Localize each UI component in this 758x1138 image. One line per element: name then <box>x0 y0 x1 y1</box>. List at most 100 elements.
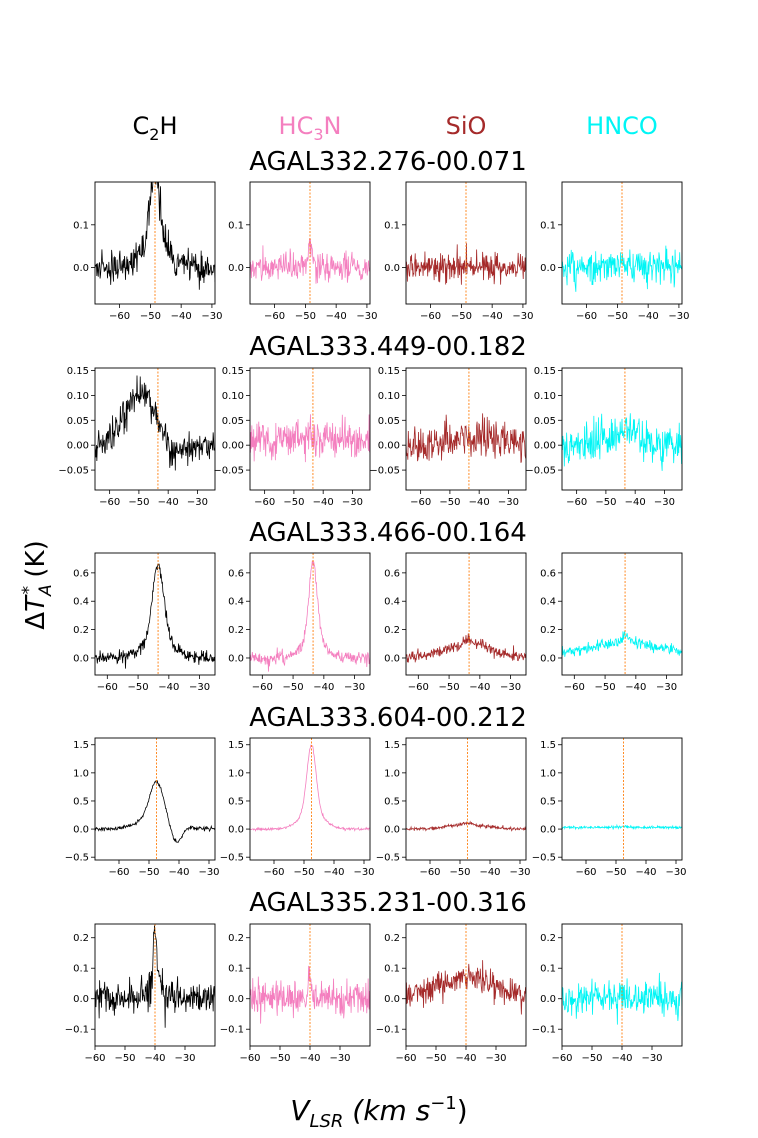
row-agal333.449-00.182: AGAL333.449-00.182 −60 −50 −40 −30 −0.05 0.00 0… <box>58 332 683 508</box>
y-tick-label: 0.1 <box>73 220 89 231</box>
x-tick-label: −30 <box>353 867 374 878</box>
x-tick-label: −40 <box>625 682 646 693</box>
y-tick-label: 0.0 <box>384 653 400 664</box>
y-tick-label: 1.0 <box>228 768 244 779</box>
spectrum-line-c2h <box>95 375 215 471</box>
x-tick-label: −60 <box>420 311 441 322</box>
x-tick-label: −60 <box>564 682 585 693</box>
x-tick-label: −30 <box>641 1053 662 1064</box>
y-tick-label: −0.1 <box>65 1025 89 1036</box>
y-tick-label: 0.00 <box>378 441 400 452</box>
x-tick-label: −30 <box>656 682 677 693</box>
y-tick-label: 0.00 <box>222 441 244 452</box>
row-agal332.276-00.071: AGAL332.276-00.071−60 −50 −40 −300.00.1−60−… <box>73 147 689 322</box>
spectrum-line-hnco <box>562 823 682 831</box>
x-tick-label: −40 <box>635 867 656 878</box>
y-tick-label: −0.05 <box>58 466 89 477</box>
x-tick-label: −40 <box>144 1053 165 1064</box>
y-tick-label: 0.05 <box>222 416 244 427</box>
y-tick-label: 0.5 <box>384 796 400 807</box>
panel-frame <box>94 737 216 861</box>
y-tick-label: 0.6 <box>540 568 556 579</box>
x-tick-label: −40 <box>323 867 344 878</box>
source-title: AGAL333.604-00.212 <box>249 703 527 733</box>
spectrum-line-sio <box>406 960 526 1015</box>
y-tick-label: 0.0 <box>540 994 556 1005</box>
x-tick-label: −30 <box>344 682 365 693</box>
x-tick-label: −50 <box>595 497 616 508</box>
y-tick-label: 1.0 <box>73 768 89 779</box>
panel-frame <box>249 737 371 861</box>
spectra-panels: AGAL332.276-00.071−60 −50 −40 −300.00.1−60−… <box>58 147 689 1064</box>
panel-c2h: −60 −50 −40 −30 0.0 0.2 0.4 0.6 <box>73 552 216 693</box>
y-tick-label: 0.0 <box>228 825 244 836</box>
y-axis-label: ΔTA* (K) <box>19 540 56 629</box>
y-tick-label: 0.4 <box>384 597 400 608</box>
x-tick-label: −50 <box>439 497 460 508</box>
spectrum-line-hnco <box>562 630 682 657</box>
x-tick-label: −30 <box>174 1053 195 1064</box>
y-tick-label: 1.5 <box>73 740 89 751</box>
spectrum-line-sio <box>406 243 526 285</box>
panel-frame <box>405 552 527 676</box>
spectrum-line-c2h <box>95 780 215 844</box>
x-tick-label: −40 <box>313 497 334 508</box>
row-agal333.604-00.212: AGAL333.604-00.212 −60 −50 −40 −30 −0.5 0.0 0.5… <box>65 703 687 878</box>
y-tick-label: 0.2 <box>384 933 400 944</box>
panel-hc3n: −60 −50 −40 −30 −0.1 0.0 0.1 0.2 <box>220 923 371 1064</box>
x-tick-label: −50 <box>605 867 626 878</box>
y-tick-label: 0.1 <box>384 220 400 231</box>
column-header-sio: SiO <box>446 112 487 140</box>
panel-hnco: −60 −50 −40 −30 −0.5 0.0 0.5 1.0 1.5 <box>532 737 687 878</box>
x-tick-label: −30 <box>485 1053 506 1064</box>
x-tick-label: −40 <box>168 867 189 878</box>
y-tick-label: 0.2 <box>384 625 400 636</box>
y-tick-label: 0.15 <box>534 366 556 377</box>
x-tick-label: −60 <box>99 497 120 508</box>
panel-frame <box>249 181 371 305</box>
panel-hnco: −60 −50 −40 −30 −0.1 0.0 0.1 0.2 <box>532 923 683 1064</box>
y-tick-label: 0.1 <box>228 964 244 975</box>
x-tick-label: −30 <box>198 867 219 878</box>
x-tick-label: −50 <box>138 867 159 878</box>
x-tick-label: −40 <box>326 311 347 322</box>
x-tick-label: −60 <box>263 867 284 878</box>
x-tick-label: −50 <box>451 311 472 322</box>
spectrum-line-sio <box>406 633 526 663</box>
y-tick-label: 1.5 <box>228 740 244 751</box>
y-tick-label: 0.5 <box>540 796 556 807</box>
y-tick-label: 0.1 <box>73 964 89 975</box>
panel-hc3n: −60 −50 −40 −30 0.0 0.1 <box>228 181 377 322</box>
panel-hnco: −60 −50 −40 −30 −0.05 0.00 0.05 0.10 0.15 <box>525 366 683 508</box>
x-tick-label: −50 <box>607 311 628 322</box>
spectrum-line-c2h <box>95 563 215 669</box>
y-tick-label: 0.10 <box>378 391 400 402</box>
panel-frame <box>561 552 683 676</box>
y-tick-label: 0.00 <box>67 441 89 452</box>
x-tick-label: −50 <box>439 682 460 693</box>
source-title: AGAL333.449-00.182 <box>249 332 527 362</box>
x-tick-label: −50 <box>269 1053 290 1064</box>
y-tick-label: −0.1 <box>532 1025 556 1036</box>
y-tick-label: 0.0 <box>540 653 556 664</box>
y-tick-label: 0.15 <box>222 366 244 377</box>
x-tick-label: −50 <box>293 867 314 878</box>
x-tick-label: −50 <box>595 682 616 693</box>
row-agal333.466-00.164: AGAL333.466-00.164 −60 −50 −40 −30 0.0 0.2 0.4 0… <box>73 518 683 693</box>
x-tick-label: −40 <box>171 311 192 322</box>
x-tick-label: −40 <box>611 1053 632 1064</box>
panel-hnco: −60 −50 −40 −30 0.0 0.2 0.4 0.6 <box>540 552 683 693</box>
spectrum-line-sio <box>406 413 526 463</box>
y-tick-label: −0.5 <box>532 853 556 864</box>
y-tick-label: 0.0 <box>228 653 244 664</box>
x-tick-label: −30 <box>654 497 675 508</box>
x-tick-label: −30 <box>189 682 210 693</box>
x-tick-label: −50 <box>114 1053 135 1064</box>
x-tick-label: −30 <box>665 867 686 878</box>
x-tick-label: −30 <box>668 311 689 322</box>
panel-frame <box>249 367 371 491</box>
x-tick-label: −30 <box>500 682 521 693</box>
y-tick-label: 0.1 <box>384 964 400 975</box>
y-tick-label: 0.2 <box>73 933 89 944</box>
y-tick-label: 1.0 <box>540 768 556 779</box>
